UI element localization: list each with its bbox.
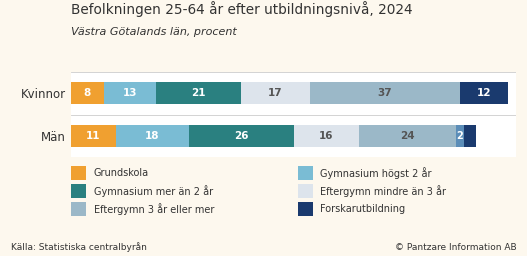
Text: 16: 16 [319, 131, 334, 141]
Text: Eftergymn mindre än 3 år: Eftergymn mindre än 3 år [320, 185, 446, 197]
Text: 8: 8 [84, 88, 91, 98]
Text: 13: 13 [123, 88, 137, 98]
Text: 37: 37 [377, 88, 392, 98]
Text: Grundskola: Grundskola [94, 168, 149, 178]
Text: Gymnasium mer än 2 år: Gymnasium mer än 2 år [94, 185, 213, 197]
Text: 26: 26 [234, 131, 248, 141]
Text: Forskarutbildning: Forskarutbildning [320, 204, 406, 214]
Text: © Pantzare Information AB: © Pantzare Information AB [395, 243, 516, 252]
Bar [103, 82, 156, 104]
Text: 12: 12 [477, 88, 491, 98]
Bar [241, 82, 310, 104]
Text: 24: 24 [400, 131, 414, 141]
Bar [116, 125, 189, 147]
Bar [71, 82, 103, 104]
Bar [456, 125, 464, 147]
Text: Befolkningen 25-64 år efter utbildningsnivå, 2024: Befolkningen 25-64 år efter utbildningsn… [71, 1, 413, 17]
Bar [464, 125, 476, 147]
Bar [189, 125, 294, 147]
Text: 2: 2 [456, 131, 463, 141]
Text: 11: 11 [86, 131, 101, 141]
Text: Källa: Statistiska centralbyrån: Källa: Statistiska centralbyrån [11, 242, 147, 252]
Bar [310, 82, 460, 104]
Text: Gymnasium högst 2 år: Gymnasium högst 2 år [320, 167, 432, 179]
Bar [71, 125, 116, 147]
Text: Eftergymn 3 år eller mer: Eftergymn 3 år eller mer [94, 203, 214, 215]
Bar [358, 125, 456, 147]
Bar [156, 82, 241, 104]
Text: 21: 21 [191, 88, 206, 98]
Text: Västra Götalands län, procent: Västra Götalands län, procent [71, 27, 237, 37]
Bar [460, 82, 509, 104]
Text: 18: 18 [145, 131, 159, 141]
Bar [294, 125, 358, 147]
Text: 17: 17 [268, 88, 283, 98]
